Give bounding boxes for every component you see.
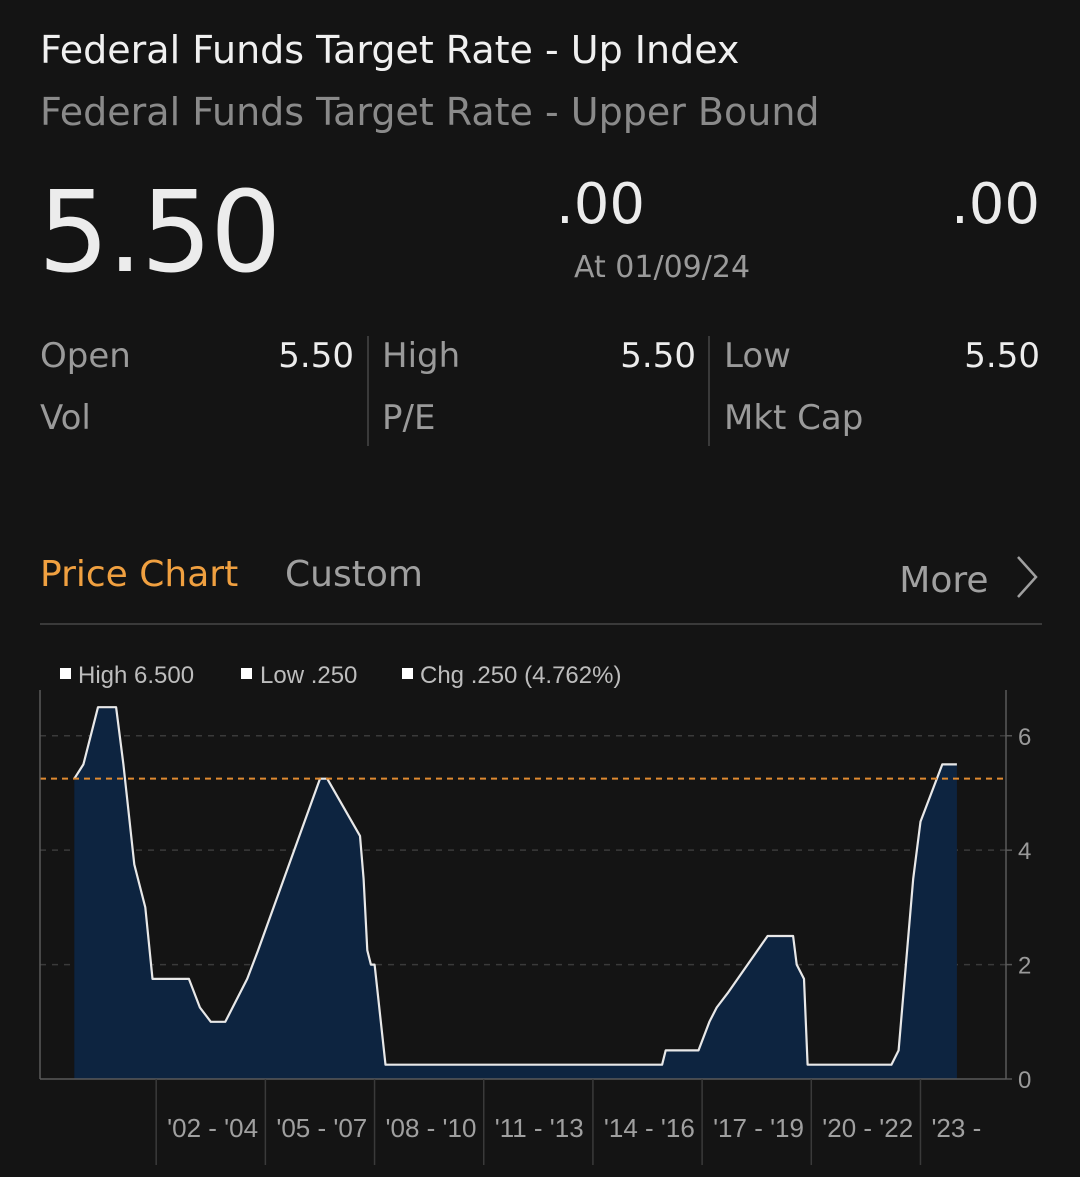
tab-price-chart[interactable]: Price Chart (40, 554, 239, 595)
stat-open: Open 5.50 (40, 336, 354, 376)
page-title: Federal Funds Target Rate - Up Index (40, 28, 740, 72)
x-tick-label: '23 - (931, 1113, 981, 1143)
stat-open-label: Open (40, 336, 131, 376)
stats-divider (708, 336, 710, 446)
last-price: 5.50 (38, 168, 281, 298)
net-change: .00 (556, 172, 646, 237)
x-tick-label: '05 - '07 (276, 1113, 367, 1143)
chart-tabs: Price Chart Custom More (40, 554, 1040, 604)
stats-divider (367, 336, 369, 446)
page-subtitle: Federal Funds Target Rate - Upper Bound (40, 90, 820, 134)
price-chart[interactable]: High 6.500 Low .250 Chg .250 (4.762%) 0 2… (0, 640, 1080, 1177)
stat-low-value: 5.50 (964, 336, 1040, 376)
stat-vol-label: Vol (40, 398, 91, 438)
stats-grid: Open 5.50 Vol High 5.50 P/E Low 5.50 Mkt… (40, 336, 1040, 446)
stat-open-value: 5.50 (278, 336, 354, 376)
series-line (73, 706, 957, 1066)
stat-high-value: 5.50 (620, 336, 696, 376)
x-tick-label: '08 - '10 (386, 1113, 477, 1143)
stat-pe: P/E (382, 398, 696, 438)
stats-column-3: Low 5.50 Mkt Cap (724, 336, 1040, 446)
stats-column-1: Open 5.50 Vol (40, 336, 354, 446)
x-tick-label: '17 - '19 (713, 1113, 804, 1143)
x-tick-label: '14 - '16 (604, 1113, 695, 1143)
stat-low-label: Low (724, 336, 791, 376)
more-button[interactable]: More (899, 554, 1040, 601)
chart-legend: High 6.500 Low .250 Chg .250 (4.762%) (60, 662, 621, 689)
tab-custom[interactable]: Custom (285, 554, 423, 595)
stat-vol: Vol (40, 398, 354, 438)
x-tick-label: '11 - '13 (495, 1113, 584, 1143)
stat-low: Low 5.50 (724, 336, 1040, 376)
chevron-right-icon (1017, 556, 1038, 598)
x-tick-label: '02 - '04 (167, 1113, 258, 1143)
y-tick-label: 4 (1018, 838, 1031, 865)
series-area (74, 707, 957, 1079)
legend-high-marker (60, 668, 71, 679)
stat-mktcap-label: Mkt Cap (724, 398, 864, 438)
y-tick-label: 2 (1018, 953, 1031, 980)
legend-low-marker (241, 668, 252, 679)
legend-low: Low .250 (260, 662, 357, 689)
y-tick-label: 0 (1018, 1067, 1031, 1094)
more-label: More (899, 560, 989, 601)
as-of-date: At 01/09/24 (574, 250, 751, 285)
y-tick-label: 6 (1018, 724, 1031, 751)
stat-pe-label: P/E (382, 398, 436, 438)
legend-high: High 6.500 (78, 662, 194, 689)
stat-high: High 5.50 (382, 336, 696, 376)
stat-mktcap: Mkt Cap (724, 398, 1040, 438)
tabs-underline (40, 623, 1042, 625)
legend-chg-marker (402, 668, 413, 679)
stats-column-2: High 5.50 P/E (382, 336, 696, 446)
stat-high-label: High (382, 336, 461, 376)
legend-chg: Chg .250 (4.762%) (420, 662, 621, 689)
percent-change: .00 (950, 172, 1040, 237)
x-tick-label: '20 - '22 (822, 1113, 913, 1143)
